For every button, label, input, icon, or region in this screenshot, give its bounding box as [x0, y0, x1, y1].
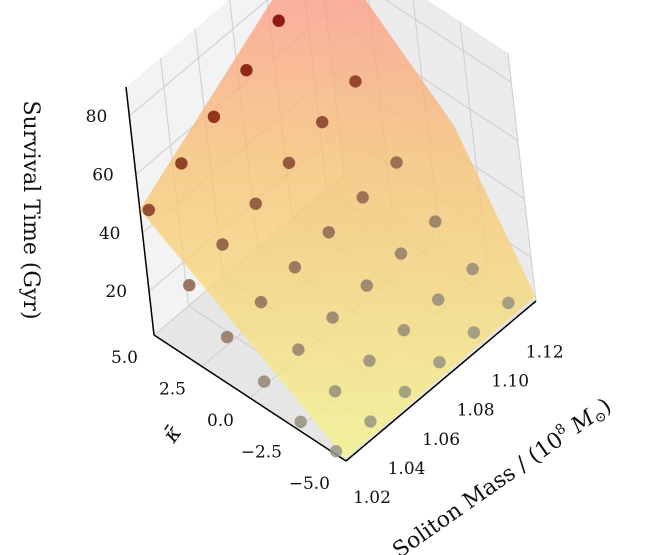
data-point	[282, 156, 296, 170]
z-axis-line	[125, 86, 155, 336]
y-tick-label: 0.0	[207, 411, 234, 431]
z-axis-label: Survival Time (Gyr)	[18, 100, 43, 319]
data-point	[397, 323, 411, 337]
data-point	[467, 326, 481, 339]
x-tick-label: 1.02	[353, 488, 391, 508]
y-tick-label: 5.0	[111, 348, 138, 368]
x-tick-label: 1.10	[491, 372, 529, 392]
data-point	[249, 197, 262, 210]
data-point	[364, 415, 377, 428]
x-tick-label: 1.04	[388, 459, 426, 479]
data-point	[294, 415, 307, 429]
data-point	[288, 261, 302, 274]
data-point	[502, 296, 515, 310]
data-point	[175, 157, 188, 170]
data-point	[349, 75, 362, 88]
data-point	[390, 156, 403, 169]
data-point	[398, 385, 412, 399]
data-point	[356, 191, 369, 204]
z-tick-label: 80	[86, 107, 108, 127]
y-tick-label: −5.0	[289, 474, 330, 494]
axis-lines	[125, 86, 537, 462]
data-point	[254, 295, 268, 309]
x-tick-label: 1.12	[526, 343, 564, 363]
data-point	[363, 354, 376, 367]
data-point	[315, 115, 329, 129]
data-point	[432, 293, 445, 306]
data-point	[322, 226, 335, 239]
data-point	[142, 203, 155, 217]
x-tick-label: 1.08	[457, 401, 495, 421]
data-point	[257, 375, 271, 388]
surface-patch	[139, 0, 536, 459]
data-points	[142, 14, 515, 458]
z-tick-label: 20	[105, 282, 127, 302]
data-point	[329, 444, 343, 458]
tick-labels: 1.02 1.04 1.06 1.08 1.10 1.12 −5.0 −2.5 0.0 2.5 5.…	[86, 107, 564, 508]
x-axis-line	[345, 300, 537, 462]
y-axis-line	[153, 334, 347, 462]
data-point	[183, 279, 196, 292]
z-tick-label: 40	[99, 224, 121, 244]
data-point	[207, 110, 221, 124]
data-point	[326, 311, 339, 324]
data-point	[466, 262, 479, 276]
data-point	[292, 343, 305, 356]
data-point	[272, 14, 285, 27]
z-tick-label: 60	[92, 166, 114, 186]
data-point	[240, 64, 253, 77]
data-point	[360, 279, 373, 292]
gridline-y-back	[507, 52, 537, 302]
y-axis-label: κ̄	[158, 421, 188, 448]
data-point	[394, 247, 408, 260]
data-point	[220, 330, 234, 344]
data-point	[433, 355, 446, 369]
data-point	[429, 215, 442, 228]
data-point	[328, 385, 342, 398]
y-tick-label: 2.5	[159, 380, 186, 400]
x-tick-label: 1.06	[422, 430, 460, 450]
fitted-surface	[139, 0, 536, 459]
data-point	[216, 238, 229, 251]
gridline-z-left	[128, 0, 269, 117]
y-tick-label: −2.5	[241, 443, 282, 463]
gridline-z-right	[385, 0, 512, 83]
